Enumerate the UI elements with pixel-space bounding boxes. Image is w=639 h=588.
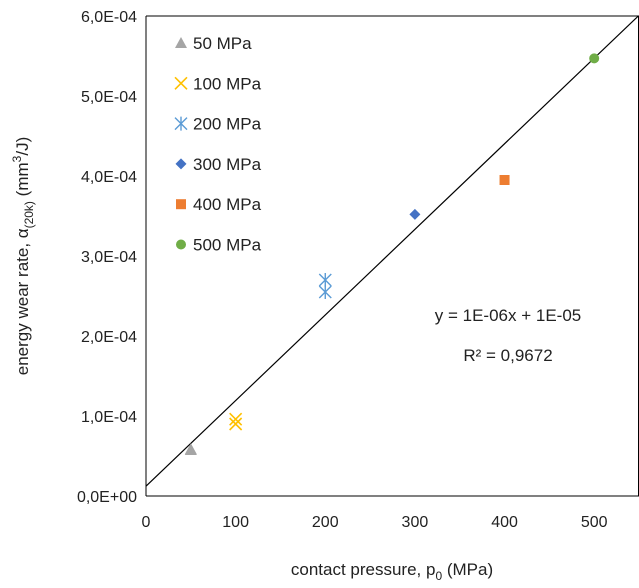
legend-label: 50 MPa <box>193 34 252 53</box>
x-tick-label: 300 <box>402 514 429 531</box>
x-tick-label: 500 <box>581 514 608 531</box>
y-tick-label: 0,0E+00 <box>77 489 137 506</box>
legend-marker <box>174 76 188 90</box>
legend-label: 200 MPa <box>193 115 262 134</box>
x-axis-title: contact pressure, p0 (MPa) <box>291 560 493 583</box>
x-tick-label: 100 <box>222 514 249 531</box>
plot-area <box>146 16 639 496</box>
legend-marker <box>175 37 187 48</box>
legend-marker <box>175 158 187 170</box>
y-tick-label: 6,0E-04 <box>81 9 137 26</box>
x-tick-label: 200 <box>312 514 339 531</box>
data-point <box>318 273 332 287</box>
data-point <box>229 412 243 426</box>
data-point <box>229 417 243 431</box>
y-axis-title: energy wear rate, α(20k) (mm3/J) <box>10 137 36 375</box>
y-tick-label: 5,0E-04 <box>81 89 137 106</box>
legend-marker <box>174 116 188 131</box>
x-tick-label: 0 <box>142 514 151 531</box>
r-squared-label: R² = 0,9672 <box>463 346 552 365</box>
data-points <box>184 53 600 455</box>
legend-label: 500 MPa <box>193 236 262 255</box>
data-point <box>499 175 510 185</box>
x-tick-label: 400 <box>491 514 518 531</box>
trendline-equation: y = 1E-06x + 1E-05 <box>435 306 581 325</box>
y-tick-labels: 0,0E+00 1,0E-04 2,0E-04 3,0E-04 4,0E-04 5,0E-… <box>77 9 137 506</box>
x-tick-labels: 0 100 200 300 400 500 <box>142 514 608 531</box>
legend-marker <box>176 239 186 250</box>
trendline <box>145 15 639 487</box>
legend-label: 100 MPa <box>193 74 262 93</box>
legend-marker <box>176 199 186 210</box>
data-point <box>409 208 421 220</box>
data-point <box>589 53 600 64</box>
data-point <box>318 285 332 299</box>
legend: 50 MPa 100 MPa 200 MPa 300 MPa 400 MPa 500 MP… <box>174 34 262 255</box>
legend-label: 300 MPa <box>193 155 262 174</box>
y-tick-label: 1,0E-04 <box>81 409 137 426</box>
y-tick-label: 4,0E-04 <box>81 169 137 186</box>
y-tick-label: 2,0E-04 <box>81 329 137 346</box>
legend-label: 400 MPa <box>193 195 262 214</box>
data-point <box>184 444 197 455</box>
y-tick-label: 3,0E-04 <box>81 249 137 266</box>
